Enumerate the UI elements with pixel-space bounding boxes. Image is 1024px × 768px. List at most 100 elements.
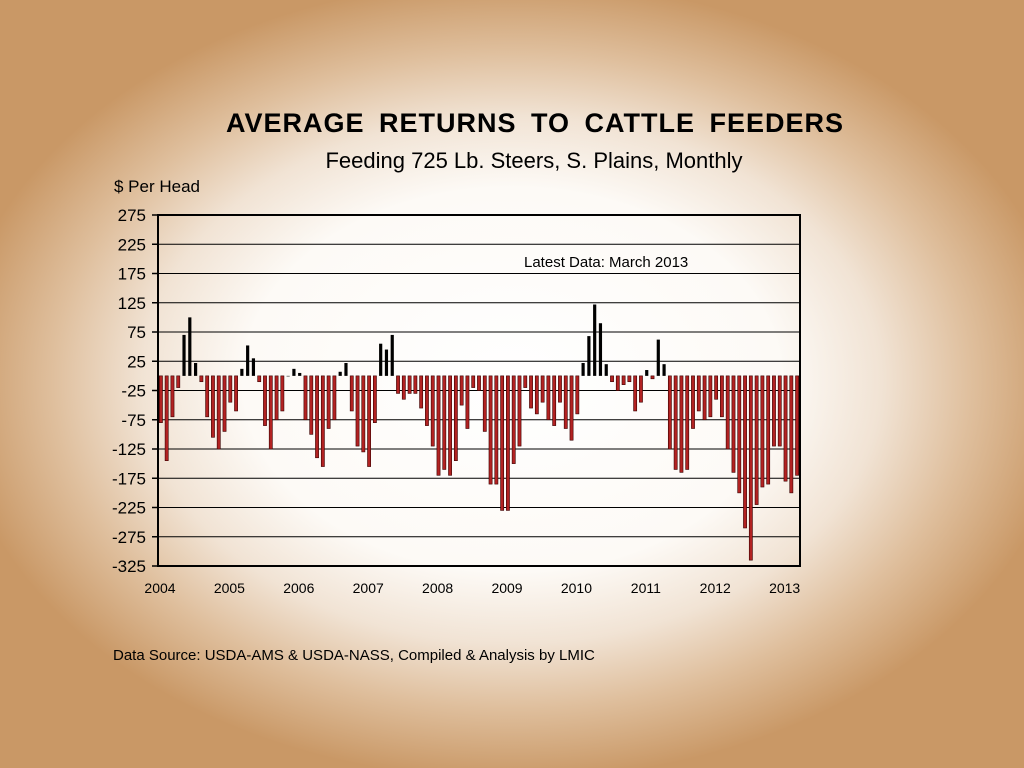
bar: [627, 375, 632, 383]
bar: [194, 363, 198, 376]
y-tick-label: 75: [127, 323, 146, 342]
bar: [645, 370, 649, 376]
x-tick-label: 2013: [769, 580, 800, 596]
x-tick-label: 2008: [422, 580, 453, 596]
bar: [332, 375, 337, 421]
bar: [407, 375, 412, 394]
bar: [246, 345, 250, 376]
bar: [286, 375, 290, 377]
bar: [477, 375, 481, 391]
bar: [720, 375, 724, 418]
bar: [482, 375, 487, 432]
bar: [725, 375, 730, 450]
bar: [425, 375, 429, 426]
bar: [320, 375, 325, 467]
bar: [176, 375, 181, 388]
x-tick-label: 2007: [353, 580, 384, 596]
bar: [714, 375, 719, 400]
x-tick-label: 2005: [214, 580, 245, 596]
bar: [211, 375, 215, 438]
bar: [656, 339, 660, 376]
bar: [662, 364, 666, 376]
bar: [766, 375, 771, 485]
bar: [650, 375, 655, 380]
bar: [234, 375, 238, 412]
bar: [182, 334, 186, 376]
bar: [268, 375, 273, 450]
bar: [315, 375, 319, 459]
y-tick-label: -25: [121, 382, 146, 401]
y-tick-label: -175: [112, 469, 146, 488]
x-tick-label: 2011: [631, 580, 661, 596]
chart-subtitle: Feeding 725 Lb. Steers, S. Plains, Month…: [325, 148, 743, 173]
bar: [517, 375, 522, 447]
bar: [615, 375, 620, 391]
bar: [361, 375, 366, 453]
bar: [673, 375, 678, 470]
x-tick-label: 2006: [283, 580, 314, 596]
bar: [199, 375, 204, 383]
bar: [379, 343, 383, 376]
y-tick-label: -125: [112, 440, 146, 459]
latest-data-annotation: Latest Data: March 2013: [524, 254, 689, 271]
y-tick-label: 275: [118, 206, 146, 225]
bar: [442, 375, 447, 470]
x-tick-label: 2012: [700, 580, 731, 596]
bar: [413, 375, 418, 394]
bar: [575, 375, 580, 415]
bar: [546, 375, 551, 421]
bar: [633, 375, 638, 412]
bar: [188, 317, 192, 376]
bar: [263, 375, 267, 426]
bar: [569, 375, 574, 441]
y-tick-label: 25: [127, 352, 146, 371]
bar: [222, 375, 227, 432]
bar: [326, 375, 331, 429]
bar: [789, 375, 794, 494]
bar: [610, 375, 614, 383]
y-tick-layer: 275 225 175 125 75 25 -25 -75 -125 -175 -225 -275 -3…: [112, 206, 158, 576]
y-tick-label: 225: [118, 235, 146, 254]
bar: [216, 375, 221, 450]
bar: [349, 375, 354, 412]
bar: [691, 375, 695, 429]
bar: [540, 375, 545, 403]
x-tick-label: 2010: [561, 580, 592, 596]
bar: [488, 375, 493, 485]
bar: [453, 375, 458, 461]
bar: [436, 375, 441, 476]
x-tick-label: 2004: [144, 580, 175, 596]
bar: [471, 375, 476, 388]
bar: [708, 375, 713, 418]
bar: [240, 368, 244, 376]
bar: [783, 375, 788, 482]
bar: [494, 375, 499, 485]
bar: [511, 375, 516, 464]
data-source-note: Data Source: USDA-AMS & USDA-NASS, Compi…: [113, 647, 595, 664]
bar: [396, 375, 400, 394]
bar: [500, 375, 505, 511]
bar: [257, 375, 262, 383]
bar: [777, 375, 782, 447]
bar: [355, 375, 360, 447]
y-tick-label: 175: [118, 265, 146, 284]
bar: [298, 372, 302, 376]
bar: [228, 375, 233, 403]
chart-title: AVERAGE RETURNS TO CATTLE FEEDERS: [225, 108, 845, 138]
bar: [667, 375, 672, 450]
bar: [598, 323, 603, 376]
bar: [604, 364, 608, 376]
bar: [465, 375, 470, 429]
bar: [558, 375, 562, 403]
bar: [593, 304, 597, 376]
bar: [205, 375, 210, 418]
bar: [292, 368, 296, 376]
bar: [731, 375, 736, 473]
bar: [373, 375, 377, 423]
bar: [639, 375, 643, 403]
bar: [159, 375, 163, 423]
x-tick-layer: 2004 2005 2006 2007 2008 2009 2010 2011 2012 2013: [144, 580, 800, 596]
bar: [170, 375, 175, 418]
bar: [274, 375, 279, 421]
